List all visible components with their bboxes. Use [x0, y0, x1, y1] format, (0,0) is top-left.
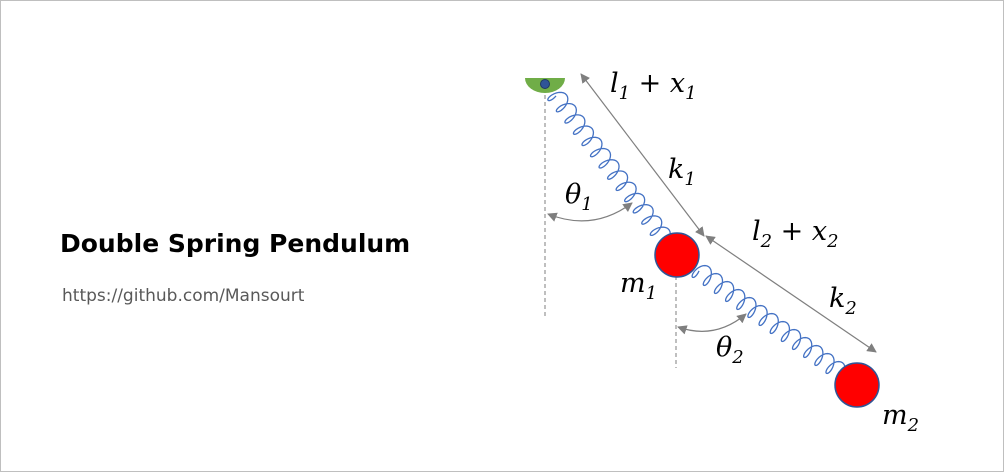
- pivot-dot: [540, 79, 550, 89]
- page-title: Double Spring Pendulum: [60, 229, 411, 258]
- spring-constant-label-1: k1: [668, 154, 696, 190]
- length-label-1: l1 + x1: [610, 68, 697, 104]
- length-arrow-2: [705, 235, 877, 353]
- angle-label-theta1: θ1: [565, 179, 593, 215]
- length-arrow-1: [580, 73, 705, 237]
- mass-label-1: m1: [620, 268, 657, 304]
- angle-label-theta2: θ2: [716, 332, 744, 368]
- spring-constant-label-2: k2: [829, 283, 857, 319]
- github-link[interactable]: https://github.com/Mansourt: [62, 286, 305, 306]
- theta2-arc: [677, 313, 747, 335]
- mass-label-2: m2: [882, 400, 919, 436]
- length-label-2: l2 + x2: [752, 216, 839, 252]
- mass-2: [834, 362, 880, 408]
- mass-1: [654, 232, 700, 278]
